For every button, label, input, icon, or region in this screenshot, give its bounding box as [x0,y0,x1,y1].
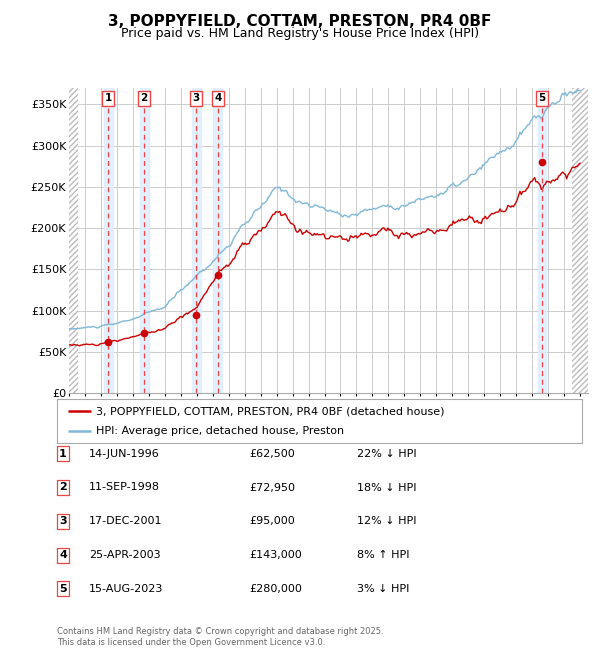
Text: 8% ↑ HPI: 8% ↑ HPI [357,550,409,560]
Text: HPI: Average price, detached house, Preston: HPI: Average price, detached house, Pres… [97,426,344,436]
Text: £143,000: £143,000 [249,550,302,560]
Text: 5: 5 [59,584,67,594]
Text: 2: 2 [59,482,67,493]
Bar [214,88,223,393]
Text: 1: 1 [104,94,112,103]
Bar [69,88,78,393]
Text: £280,000: £280,000 [249,584,302,594]
Text: 12% ↓ HPI: 12% ↓ HPI [357,516,416,526]
Text: 4: 4 [59,550,67,560]
Text: 14-JUN-1996: 14-JUN-1996 [89,448,160,459]
Bar [104,88,113,393]
Text: 3: 3 [193,94,200,103]
Text: £62,500: £62,500 [249,448,295,459]
Bar [140,88,149,393]
Text: Price paid vs. HM Land Registry's House Price Index (HPI): Price paid vs. HM Land Registry's House … [121,27,479,40]
Text: 11-SEP-1998: 11-SEP-1998 [89,482,160,493]
Text: 1: 1 [59,448,67,459]
Text: 15-AUG-2023: 15-AUG-2023 [89,584,163,594]
Text: 18% ↓ HPI: 18% ↓ HPI [357,482,416,493]
Text: 3% ↓ HPI: 3% ↓ HPI [357,584,409,594]
Text: 22% ↓ HPI: 22% ↓ HPI [357,448,416,459]
Text: 25-APR-2003: 25-APR-2003 [89,550,160,560]
Text: £72,950: £72,950 [249,482,295,493]
Text: 3, POPPYFIELD, COTTAM, PRESTON, PR4 0BF (detached house): 3, POPPYFIELD, COTTAM, PRESTON, PR4 0BF … [97,406,445,416]
Text: 3: 3 [59,516,67,526]
Text: 2: 2 [140,94,148,103]
Text: 3, POPPYFIELD, COTTAM, PRESTON, PR4 0BF: 3, POPPYFIELD, COTTAM, PRESTON, PR4 0BF [109,14,491,29]
Text: 5: 5 [538,94,545,103]
Bar [538,88,547,393]
Text: Contains HM Land Registry data © Crown copyright and database right 2025.
This d: Contains HM Land Registry data © Crown c… [57,627,383,647]
Text: £95,000: £95,000 [249,516,295,526]
Text: 17-DEC-2001: 17-DEC-2001 [89,516,162,526]
Text: 4: 4 [214,94,221,103]
Bar [572,88,596,393]
Bar [191,88,200,393]
